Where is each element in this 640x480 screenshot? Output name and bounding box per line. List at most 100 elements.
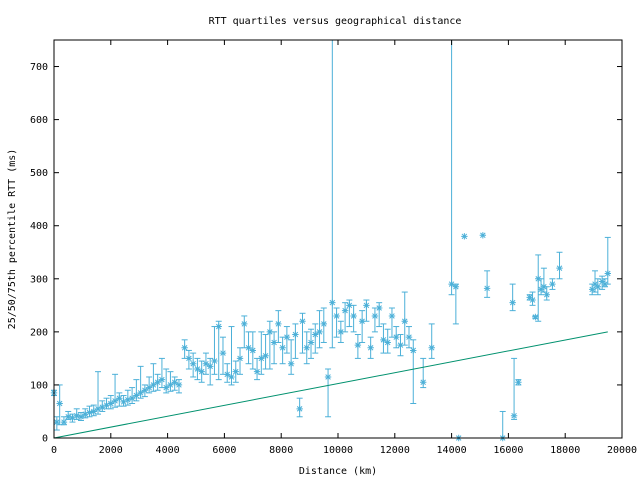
median-marker <box>312 331 319 338</box>
median-marker <box>591 280 599 288</box>
data-point <box>292 323 299 359</box>
data-point <box>393 326 400 349</box>
data-point <box>452 283 460 325</box>
x-tick-label: 14000 <box>437 445 467 456</box>
data-point <box>337 320 345 343</box>
median-marker <box>224 371 231 378</box>
data-point <box>307 328 315 359</box>
median-marker <box>604 270 611 277</box>
median-marker <box>358 318 366 325</box>
median-marker <box>167 381 174 389</box>
data-point <box>116 392 123 407</box>
data-point <box>303 331 310 365</box>
y-tick-label: 300 <box>30 274 48 285</box>
median-marker <box>111 397 119 405</box>
median-marker <box>341 307 349 314</box>
median-marker <box>483 285 491 292</box>
median-marker <box>380 336 387 344</box>
data-point <box>556 251 563 280</box>
data-point <box>601 278 609 288</box>
data-point <box>591 270 599 293</box>
data-point <box>540 267 548 293</box>
data-point <box>86 405 93 418</box>
median-marker <box>194 365 201 373</box>
x-tick-label: 6000 <box>212 445 236 456</box>
median-marker <box>448 280 455 288</box>
data-point <box>228 326 235 386</box>
data-point <box>515 379 522 386</box>
median-marker <box>69 414 76 422</box>
median-marker <box>266 328 274 336</box>
median-marker <box>103 401 110 409</box>
median-marker <box>337 328 345 336</box>
median-marker <box>350 312 357 320</box>
data-point <box>253 357 261 381</box>
data-point <box>185 349 193 370</box>
median-marker <box>128 395 136 402</box>
y-tick-label: 500 <box>30 168 48 179</box>
median-marker <box>287 360 295 367</box>
data-point <box>509 283 516 312</box>
median-marker <box>401 318 408 325</box>
median-marker <box>65 413 72 420</box>
median-marker <box>150 381 157 389</box>
median-marker <box>137 389 144 397</box>
y-axis-label: 25/50/75th percentile RTT (ms) <box>7 149 18 330</box>
median-marker <box>270 339 278 346</box>
median-marker <box>461 233 468 240</box>
median-marker <box>367 344 374 351</box>
median-marker <box>236 355 244 362</box>
median-marker <box>219 349 227 357</box>
data-point <box>320 307 327 343</box>
y-tick-label: 100 <box>30 380 48 391</box>
data-point <box>73 408 80 420</box>
median-marker <box>420 379 427 386</box>
median-marker <box>515 379 522 386</box>
x-tick-label: 18000 <box>550 445 580 456</box>
median-marker <box>354 341 362 349</box>
data-point <box>346 299 353 328</box>
data-point <box>60 416 68 426</box>
data-point <box>296 397 303 418</box>
data-point <box>483 270 491 298</box>
x-tick-label: 16000 <box>493 445 523 456</box>
data-point <box>371 307 379 333</box>
x-tick-label: 0 <box>51 445 57 456</box>
data-point <box>324 368 332 418</box>
median-marker <box>133 392 140 399</box>
plot-frame <box>53 39 623 439</box>
data-point <box>215 320 222 381</box>
median-marker <box>526 294 533 301</box>
data-point <box>56 384 63 426</box>
median-marker <box>324 373 332 381</box>
data-point <box>479 232 487 239</box>
median-marker <box>397 341 404 349</box>
y-tick-label: 600 <box>30 115 48 126</box>
median-marker <box>185 355 193 362</box>
median-marker <box>181 344 188 351</box>
median-marker <box>307 339 315 346</box>
data-point <box>175 379 183 394</box>
data-point <box>354 334 362 359</box>
x-axis-label: Distance (km) <box>299 466 377 477</box>
data-point <box>333 307 340 338</box>
median-marker <box>175 381 183 389</box>
median-marker <box>594 283 602 290</box>
y-tick-label: 700 <box>30 62 48 73</box>
median-marker <box>211 357 218 365</box>
data-point <box>461 233 468 240</box>
data-point <box>171 376 178 391</box>
data-point <box>137 365 144 399</box>
median-marker <box>77 413 85 420</box>
median-marker <box>228 373 235 381</box>
median-marker <box>141 387 149 394</box>
data-point <box>249 331 256 370</box>
data-point <box>262 334 269 370</box>
data-point <box>549 278 556 290</box>
data-point <box>133 379 140 402</box>
median-marker <box>189 360 197 367</box>
data-point <box>380 323 387 354</box>
median-marker <box>232 368 239 375</box>
median-marker <box>120 398 127 406</box>
median-marker <box>99 404 106 411</box>
